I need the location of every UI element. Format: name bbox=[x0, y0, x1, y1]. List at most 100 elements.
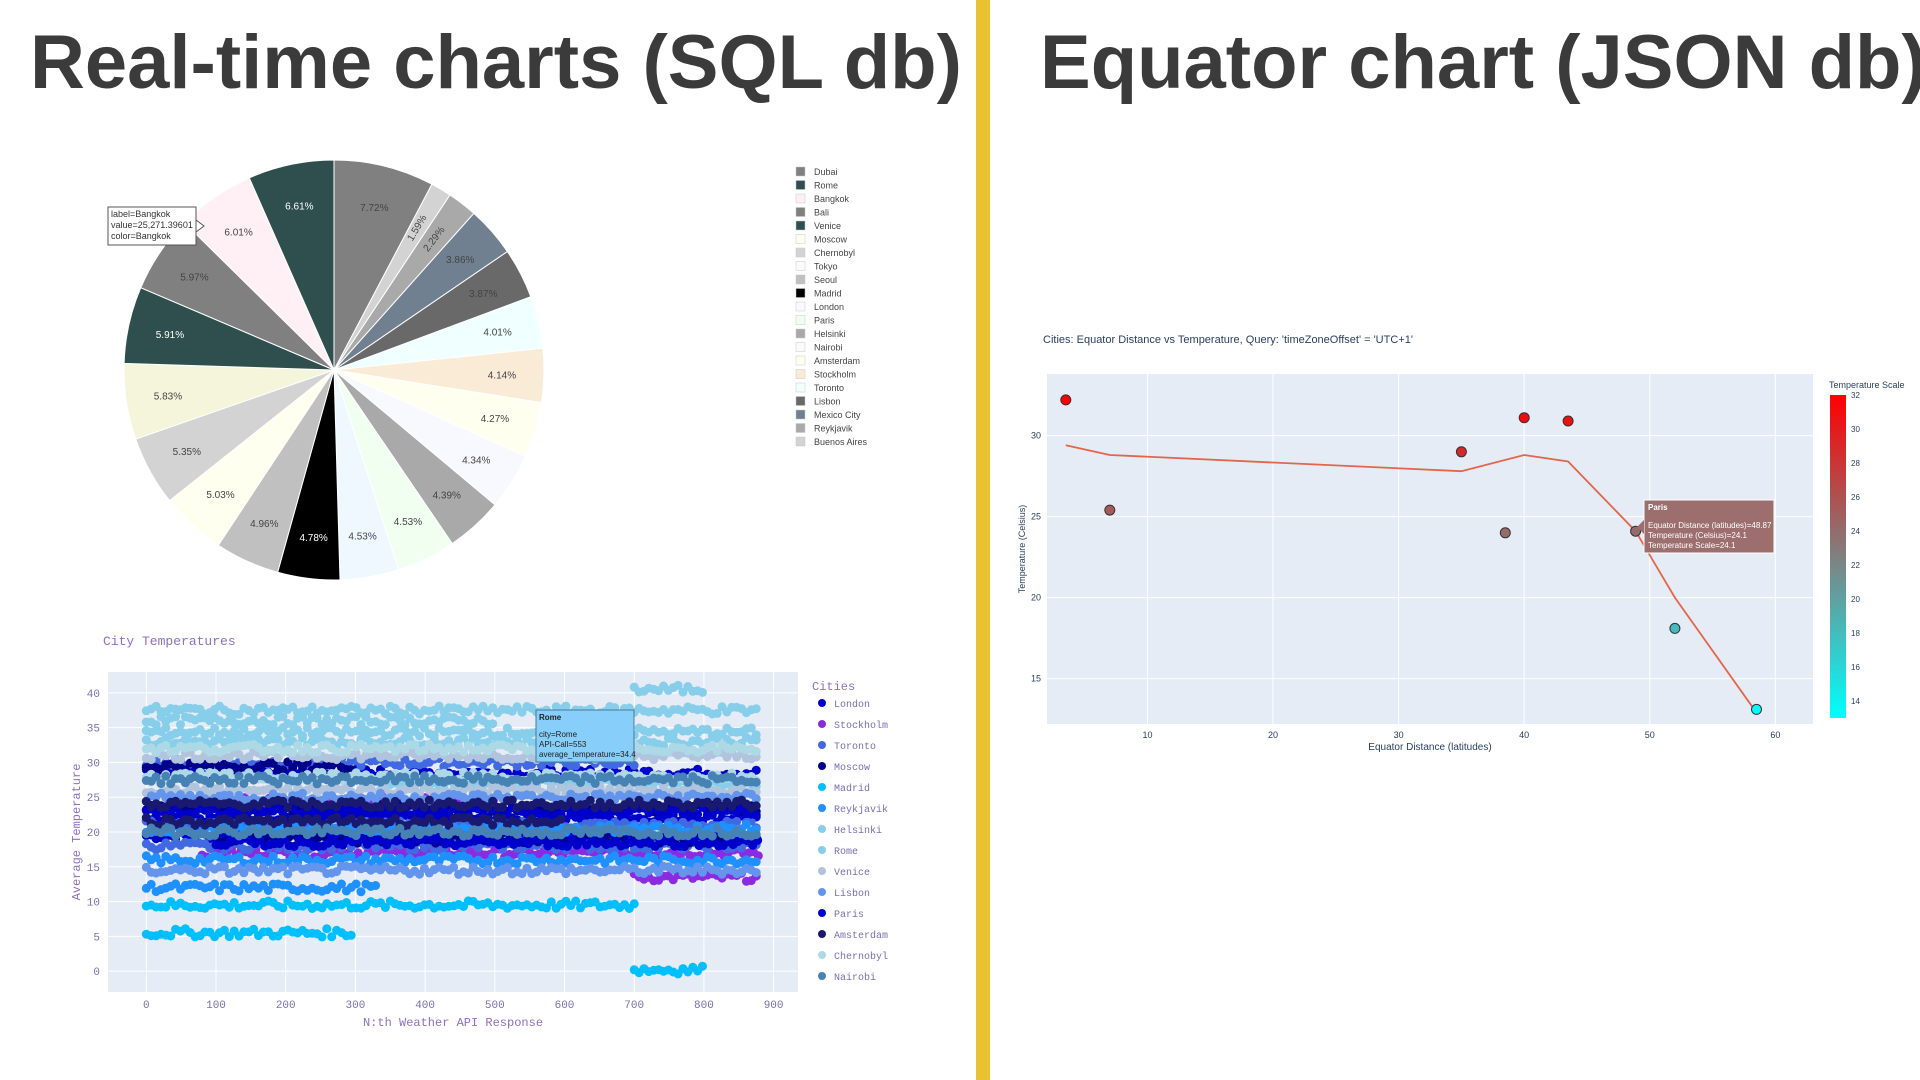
x-tick-label: 800 bbox=[694, 1000, 714, 1012]
x-tick-label: 40 bbox=[1519, 730, 1529, 740]
colorbar-tick-label: 32 bbox=[1851, 391, 1860, 400]
pie-slice-label: 4.96% bbox=[250, 519, 278, 530]
pie-slice[interactable] bbox=[248, 159, 335, 371]
tooltip-pointer bbox=[195, 219, 205, 233]
data-point[interactable] bbox=[1455, 446, 1467, 458]
pie-chart[interactable]: 7.72%1.59%2.29%3.86%3.87%4.01%4.14%4.27%… bbox=[0, 0, 980, 620]
legend-swatch bbox=[795, 409, 806, 420]
colorbar-title: Temperature Scale bbox=[1829, 380, 1905, 390]
y-tick-label: 15 bbox=[87, 863, 100, 875]
legend-item: Madrid bbox=[814, 289, 842, 299]
x-tick-label: 500 bbox=[485, 1000, 505, 1012]
legend-swatch bbox=[795, 328, 806, 339]
pie-slice[interactable] bbox=[333, 159, 433, 371]
pie-slice-label: 4.53% bbox=[394, 517, 422, 528]
x-tick-label: 20 bbox=[1268, 730, 1278, 740]
legend-item: Dubai bbox=[814, 167, 838, 177]
pie-slice-label: 6.61% bbox=[285, 202, 313, 213]
legend-item: Toronto bbox=[814, 383, 844, 393]
y-tick-label: 30 bbox=[1031, 431, 1041, 441]
x-tick-label: 60 bbox=[1770, 730, 1780, 740]
pie-slice-label: 5.83% bbox=[154, 391, 182, 402]
data-point[interactable] bbox=[1104, 504, 1116, 516]
legend-item: Stockholm bbox=[814, 370, 856, 380]
tooltip-line: Equator Distance (latitudes)=48.87 bbox=[1648, 521, 1772, 530]
legend-item: Nairobi bbox=[814, 343, 843, 353]
tooltip-title: Paris bbox=[1648, 503, 1668, 512]
legend-swatch bbox=[795, 207, 806, 217]
legend-item: Bali bbox=[814, 208, 829, 218]
colorbar bbox=[1830, 395, 1846, 718]
x-tick-label: 30 bbox=[1394, 730, 1404, 740]
x-tick-label: 400 bbox=[415, 1000, 435, 1012]
colorbar-tick-label: 18 bbox=[1851, 629, 1860, 638]
legend-swatch bbox=[795, 436, 806, 447]
data-point[interactable] bbox=[1751, 703, 1762, 715]
y-tick-label: 20 bbox=[87, 828, 100, 840]
legend-swatch bbox=[795, 301, 806, 312]
legend-item: Venice bbox=[814, 221, 841, 231]
legend-item: Bangkok bbox=[814, 194, 850, 204]
legend-swatch bbox=[795, 369, 806, 379]
legend-item: Buenos Aires bbox=[814, 437, 868, 447]
legend-swatch bbox=[795, 355, 806, 366]
pie-slice-label: 5.97% bbox=[180, 273, 208, 284]
panel-divider bbox=[976, 0, 990, 1080]
legend-swatch bbox=[795, 315, 806, 325]
legend-item: Rome bbox=[814, 181, 838, 191]
legend-item: Helsinki bbox=[814, 329, 846, 339]
y-tick-label: 0 bbox=[93, 967, 100, 979]
y-axis-label: Temperature (Celsius) bbox=[1017, 505, 1027, 594]
chart-title: Cities: Equator Distance vs Temperature,… bbox=[1043, 334, 1413, 346]
pie-slice-label: 6.01% bbox=[224, 228, 252, 239]
x-tick-label: 100 bbox=[206, 1000, 226, 1012]
pie-slice-label: 5.03% bbox=[206, 490, 234, 501]
legend-item: Reykjavik bbox=[814, 424, 853, 434]
y-tick-label: 15 bbox=[1031, 674, 1041, 684]
pie-slice-label: 4.14% bbox=[488, 370, 516, 381]
legend-swatch bbox=[795, 180, 806, 190]
y-tick-label: 10 bbox=[87, 898, 100, 910]
data-point[interactable] bbox=[1669, 622, 1681, 634]
tooltip-line: color=Bangkok bbox=[111, 231, 171, 241]
data-point[interactable] bbox=[1518, 412, 1530, 424]
y-tick-label: 35 bbox=[87, 724, 100, 736]
colorbar-tick-label: 28 bbox=[1851, 459, 1860, 468]
data-point[interactable] bbox=[1499, 527, 1511, 539]
left-panel-title: Real-time charts (SQL db) bbox=[30, 20, 962, 105]
y-tick-label: 5 bbox=[93, 932, 100, 944]
colorbar-tick-label: 26 bbox=[1851, 493, 1860, 502]
y-tick-label: 30 bbox=[87, 758, 100, 770]
legend-item: Mexico City bbox=[814, 410, 861, 420]
legend-item: Paris bbox=[814, 316, 835, 326]
pie-slice-label: 7.72% bbox=[360, 203, 388, 214]
pie-slice-label: 4.34% bbox=[462, 455, 490, 466]
x-tick-label: 600 bbox=[555, 1000, 575, 1012]
pie-slice-label: 4.27% bbox=[481, 414, 509, 425]
colorbar-tick-label: 14 bbox=[1851, 697, 1860, 706]
legend-swatch bbox=[795, 193, 806, 204]
legend-swatch bbox=[795, 247, 806, 258]
colorbar-tick-label: 16 bbox=[1851, 663, 1860, 672]
tooltip-line: value=25,271.39601 bbox=[111, 220, 193, 230]
data-point[interactable] bbox=[1060, 394, 1072, 406]
legend-swatch bbox=[795, 220, 806, 231]
pie-slice-label: 3.87% bbox=[469, 289, 497, 300]
city-temperatures-chart[interactable]: 0 100 200 300 400 500 600 700 800 900 0 5 10 15 20 25 30… bbox=[0, 0, 980, 1080]
data-point[interactable] bbox=[751, 765, 761, 775]
y-tick-label: 25 bbox=[1031, 512, 1041, 522]
legend-swatch bbox=[795, 396, 806, 406]
pie-slice-label: 4.78% bbox=[299, 533, 327, 544]
x-tick-label: 0 bbox=[143, 1000, 150, 1012]
data-point[interactable] bbox=[1562, 415, 1574, 427]
legend-swatch bbox=[795, 166, 806, 177]
legend-swatch bbox=[795, 423, 806, 433]
y-tick-label: 20 bbox=[1031, 593, 1041, 603]
pie-slice-label: 4.01% bbox=[483, 328, 511, 339]
colorbar-tick-label: 30 bbox=[1851, 425, 1860, 434]
pie-slice-label: 5.91% bbox=[156, 330, 184, 341]
legend-swatch bbox=[795, 288, 806, 298]
x-tick-label: 700 bbox=[624, 1000, 644, 1012]
